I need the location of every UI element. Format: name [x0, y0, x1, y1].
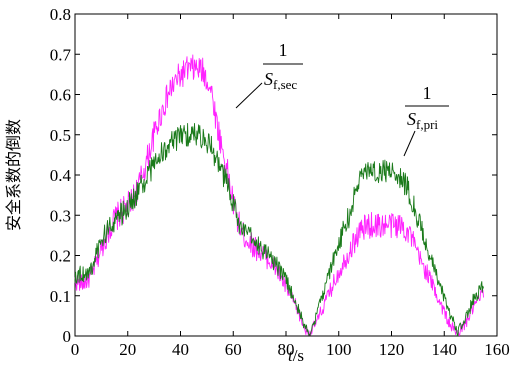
annotation-s-f-sec-subscript: f,sec	[273, 77, 297, 92]
x-tick-label: 40	[172, 340, 189, 359]
y-tick-label: 0.3	[50, 206, 71, 225]
y-tick-label: 0.5	[50, 126, 71, 145]
x-axis-title-unit: /s	[293, 346, 304, 365]
annotation-s-f-pri-denominator: Sf,pri	[407, 109, 438, 132]
annotation-s-f-pri-numerator: 1	[423, 83, 432, 103]
y-tick-label: 0.4	[50, 166, 72, 185]
x-tick-label: 120	[379, 340, 405, 359]
y-tick-label: 0.7	[50, 45, 72, 64]
annotation-s-f-pri: 1 Sf,pri	[403, 83, 449, 157]
x-tick-label: 160	[484, 340, 510, 359]
series-line-1	[74, 122, 484, 337]
y-tick-label: 0.8	[50, 5, 71, 24]
y-axis-title: 安全系数的倒数	[4, 119, 23, 231]
x-tick-label: 140	[432, 340, 458, 359]
x-tick-label: 80	[278, 340, 295, 359]
series-line-0	[74, 54, 484, 337]
y-tick-label: 0	[63, 327, 72, 346]
annotation-s-f-pri-leader	[403, 130, 416, 157]
x-axis-title-var: t	[288, 346, 294, 365]
x-tick-label: 60	[225, 340, 242, 359]
x-tick-label: 20	[119, 340, 136, 359]
annotation-s-f-sec-denominator: Sf,sec	[264, 69, 297, 92]
x-tick-label: 0	[71, 340, 80, 359]
annotation-s-f-pri-symbol: S	[407, 109, 416, 129]
y-tick-label: 0.1	[50, 287, 71, 306]
annotation-s-f-sec-leader	[235, 82, 263, 109]
annotation-s-f-sec: 1 Sf,sec	[235, 40, 303, 109]
x-tick-label: 100	[326, 340, 352, 359]
x-axis-title: t/s	[288, 346, 304, 365]
y-tick-label: 0.2	[50, 247, 71, 266]
annotation-s-f-pri-subscript: f,pri	[416, 117, 438, 132]
annotation-s-f-sec-symbol: S	[264, 69, 273, 89]
tick-layer: 0 20 40 60 80 100 120 140 160 0 0.1 0.2 0.3 0.4 0.5 0.6…	[50, 5, 510, 359]
y-tick-label: 0.6	[50, 86, 71, 105]
annotation-s-f-sec-numerator: 1	[279, 40, 288, 60]
series-layer	[74, 54, 484, 337]
